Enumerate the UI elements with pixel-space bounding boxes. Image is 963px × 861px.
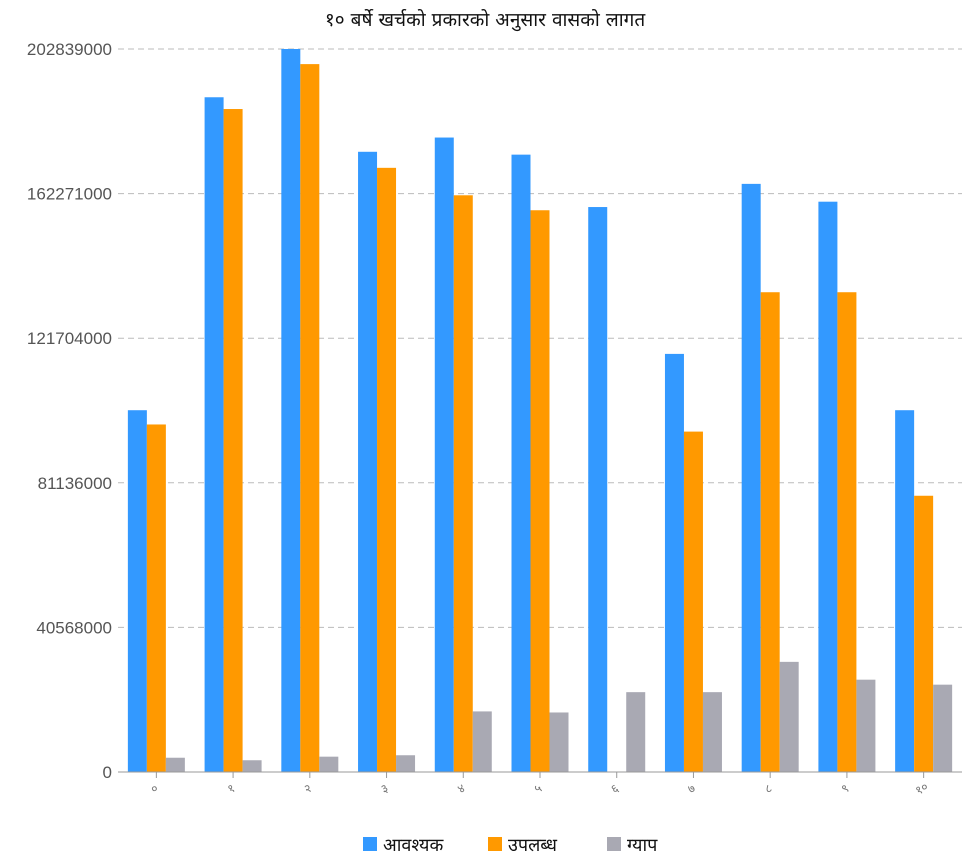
bar	[914, 495, 934, 772]
legend-label: आवश्यक	[383, 835, 444, 856]
bar	[741, 183, 761, 772]
bars	[127, 49, 953, 773]
x-tick-label: ४	[455, 781, 467, 796]
x-tick-label: २	[302, 781, 314, 796]
bar	[242, 760, 262, 772]
bar	[319, 756, 339, 772]
x-tick-label: १	[225, 781, 237, 796]
bar	[165, 757, 185, 772]
bar	[396, 755, 416, 772]
y-tick-label: 81136000	[38, 474, 112, 493]
legend-label: ग्याप	[627, 835, 658, 856]
bar	[933, 684, 953, 772]
x-tick-label: ६	[609, 781, 621, 796]
bar	[127, 410, 147, 772]
legend-swatch	[607, 837, 621, 851]
legend: आवश्यक उपलब्ध ग्याप	[363, 835, 658, 856]
x-tick-label: ९	[839, 781, 851, 796]
y-axis-ticks: 0 40568000 81136000 121704000 162271000 20283…	[27, 40, 112, 782]
x-tick-label: ०	[148, 781, 160, 796]
bar	[588, 207, 608, 772]
bar	[626, 692, 646, 772]
bar	[300, 64, 320, 773]
x-tick-label: ५	[532, 781, 544, 796]
legend-swatch	[363, 837, 377, 851]
bar	[549, 712, 569, 772]
bar	[779, 661, 799, 772]
legend-swatch	[488, 837, 502, 851]
bar	[472, 711, 492, 772]
y-tick-label: 0	[103, 763, 112, 782]
bar	[702, 692, 722, 772]
x-tick-label: ७	[685, 781, 697, 796]
bar	[837, 292, 857, 772]
y-tick-label: 162271000	[27, 185, 112, 204]
x-tick-label: १०	[913, 779, 931, 797]
bar	[683, 431, 703, 772]
x-tick-label: ८	[762, 781, 774, 796]
bar	[530, 210, 550, 772]
bar	[223, 109, 243, 772]
bar	[358, 151, 378, 772]
y-tick-label: 202839000	[27, 40, 112, 59]
bar	[818, 201, 838, 773]
bar	[434, 137, 454, 773]
bar	[895, 410, 915, 772]
bar	[377, 167, 397, 773]
y-tick-label: 40568000	[36, 618, 112, 637]
bar	[453, 195, 473, 772]
y-tick-label: 121704000	[27, 329, 112, 348]
bar	[204, 97, 224, 773]
x-axis-ticks: ० १ २ ३ ४ ५ ६ ७ ८ ९ १०	[148, 772, 931, 798]
bar	[760, 292, 780, 772]
bar	[281, 49, 301, 772]
chart-title: १० बर्षे खर्चको प्रकारको अनुसार वासको ला…	[325, 8, 646, 32]
bar	[856, 679, 876, 772]
bar	[511, 154, 531, 772]
bar	[146, 424, 166, 772]
legend-label: उपलब्ध	[508, 835, 557, 856]
x-tick-label: ३	[378, 781, 390, 796]
bar	[664, 353, 684, 772]
